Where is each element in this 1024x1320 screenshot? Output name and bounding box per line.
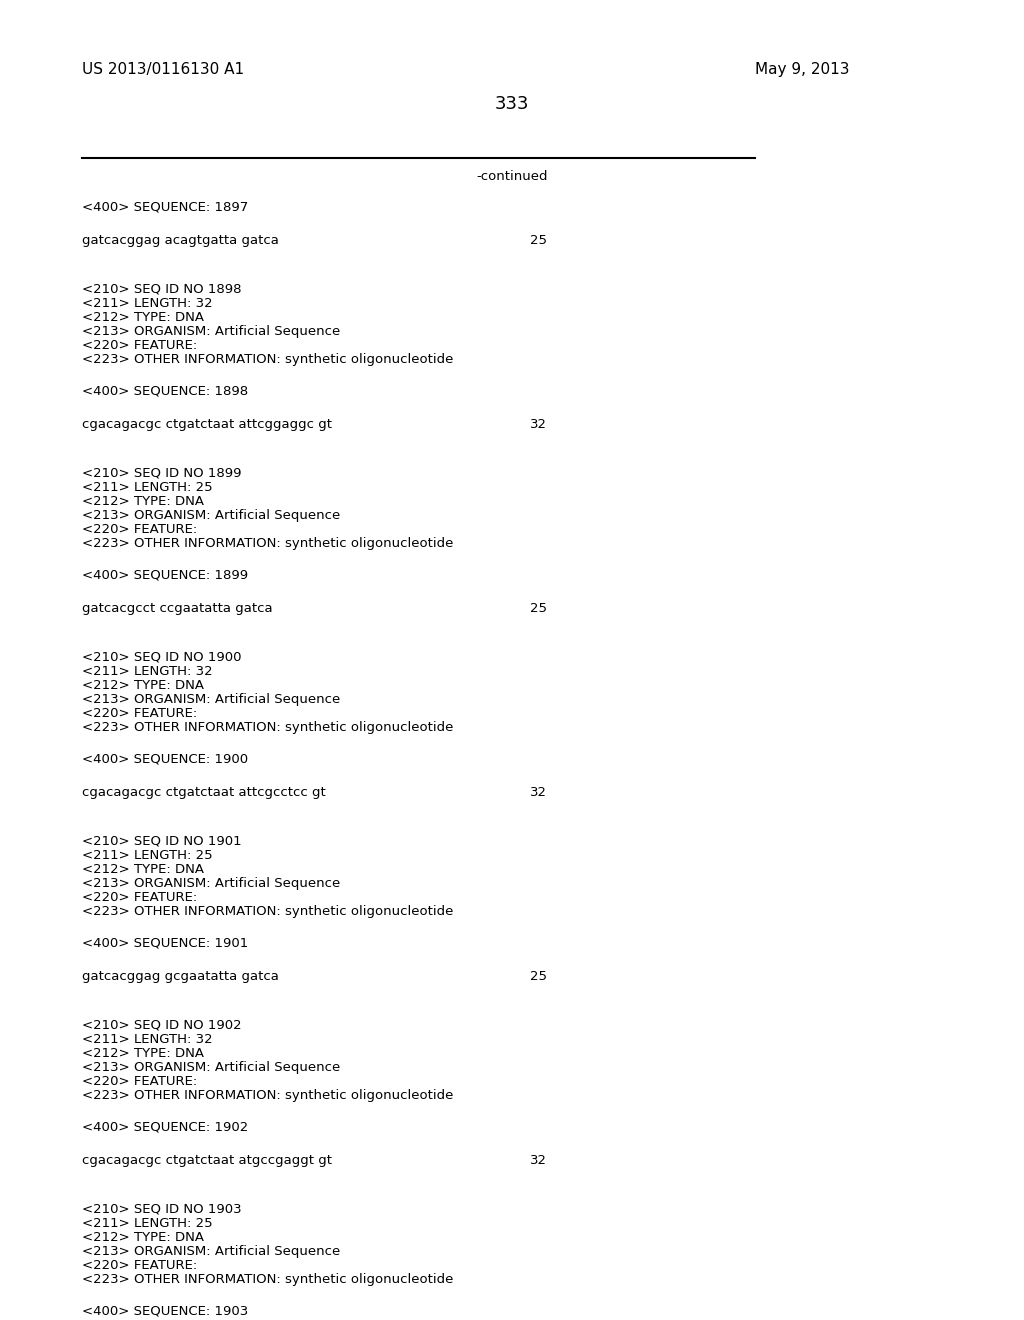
Text: <223> OTHER INFORMATION: synthetic oligonucleotide: <223> OTHER INFORMATION: synthetic oligo… bbox=[82, 1089, 454, 1102]
Text: cgacagacgc ctgatctaat atgccgaggt gt: cgacagacgc ctgatctaat atgccgaggt gt bbox=[82, 1154, 332, 1167]
Text: <211> LENGTH: 25: <211> LENGTH: 25 bbox=[82, 480, 213, 494]
Text: <211> LENGTH: 32: <211> LENGTH: 32 bbox=[82, 297, 213, 310]
Text: <220> FEATURE:: <220> FEATURE: bbox=[82, 523, 198, 536]
Text: 333: 333 bbox=[495, 95, 529, 114]
Text: <223> OTHER INFORMATION: synthetic oligonucleotide: <223> OTHER INFORMATION: synthetic oligo… bbox=[82, 721, 454, 734]
Text: <223> OTHER INFORMATION: synthetic oligonucleotide: <223> OTHER INFORMATION: synthetic oligo… bbox=[82, 352, 454, 366]
Text: <212> TYPE: DNA: <212> TYPE: DNA bbox=[82, 863, 204, 876]
Text: <400> SEQUENCE: 1897: <400> SEQUENCE: 1897 bbox=[82, 201, 248, 213]
Text: <210> SEQ ID NO 1898: <210> SEQ ID NO 1898 bbox=[82, 282, 242, 296]
Text: <220> FEATURE:: <220> FEATURE: bbox=[82, 339, 198, 352]
Text: <223> OTHER INFORMATION: synthetic oligonucleotide: <223> OTHER INFORMATION: synthetic oligo… bbox=[82, 537, 454, 550]
Text: <400> SEQUENCE: 1903: <400> SEQUENCE: 1903 bbox=[82, 1304, 248, 1317]
Text: <220> FEATURE:: <220> FEATURE: bbox=[82, 891, 198, 904]
Text: <212> TYPE: DNA: <212> TYPE: DNA bbox=[82, 495, 204, 508]
Text: <210> SEQ ID NO 1902: <210> SEQ ID NO 1902 bbox=[82, 1019, 242, 1032]
Text: <220> FEATURE:: <220> FEATURE: bbox=[82, 1074, 198, 1088]
Text: <400> SEQUENCE: 1898: <400> SEQUENCE: 1898 bbox=[82, 384, 248, 397]
Text: <211> LENGTH: 25: <211> LENGTH: 25 bbox=[82, 849, 213, 862]
Text: <220> FEATURE:: <220> FEATURE: bbox=[82, 1259, 198, 1272]
Text: <213> ORGANISM: Artificial Sequence: <213> ORGANISM: Artificial Sequence bbox=[82, 1245, 340, 1258]
Text: <210> SEQ ID NO 1903: <210> SEQ ID NO 1903 bbox=[82, 1203, 242, 1216]
Text: <220> FEATURE:: <220> FEATURE: bbox=[82, 708, 198, 719]
Text: 32: 32 bbox=[530, 418, 547, 432]
Text: <400> SEQUENCE: 1899: <400> SEQUENCE: 1899 bbox=[82, 568, 248, 581]
Text: <210> SEQ ID NO 1899: <210> SEQ ID NO 1899 bbox=[82, 467, 242, 480]
Text: cgacagacgc ctgatctaat attcggaggc gt: cgacagacgc ctgatctaat attcggaggc gt bbox=[82, 418, 332, 432]
Text: May 9, 2013: May 9, 2013 bbox=[755, 62, 850, 77]
Text: 25: 25 bbox=[530, 234, 547, 247]
Text: gatcacgcct ccgaatatta gatca: gatcacgcct ccgaatatta gatca bbox=[82, 602, 272, 615]
Text: 32: 32 bbox=[530, 785, 547, 799]
Text: <223> OTHER INFORMATION: synthetic oligonucleotide: <223> OTHER INFORMATION: synthetic oligo… bbox=[82, 1272, 454, 1286]
Text: <212> TYPE: DNA: <212> TYPE: DNA bbox=[82, 312, 204, 323]
Text: <211> LENGTH: 32: <211> LENGTH: 32 bbox=[82, 1034, 213, 1045]
Text: <213> ORGANISM: Artificial Sequence: <213> ORGANISM: Artificial Sequence bbox=[82, 693, 340, 706]
Text: <400> SEQUENCE: 1902: <400> SEQUENCE: 1902 bbox=[82, 1119, 248, 1133]
Text: <400> SEQUENCE: 1901: <400> SEQUENCE: 1901 bbox=[82, 936, 248, 949]
Text: 32: 32 bbox=[530, 1154, 547, 1167]
Text: <212> TYPE: DNA: <212> TYPE: DNA bbox=[82, 1047, 204, 1060]
Text: US 2013/0116130 A1: US 2013/0116130 A1 bbox=[82, 62, 244, 77]
Text: <211> LENGTH: 32: <211> LENGTH: 32 bbox=[82, 665, 213, 678]
Text: <212> TYPE: DNA: <212> TYPE: DNA bbox=[82, 678, 204, 692]
Text: gatcacggag gcgaatatta gatca: gatcacggag gcgaatatta gatca bbox=[82, 970, 279, 983]
Text: 25: 25 bbox=[530, 602, 547, 615]
Text: <210> SEQ ID NO 1901: <210> SEQ ID NO 1901 bbox=[82, 836, 242, 847]
Text: <213> ORGANISM: Artificial Sequence: <213> ORGANISM: Artificial Sequence bbox=[82, 510, 340, 521]
Text: <213> ORGANISM: Artificial Sequence: <213> ORGANISM: Artificial Sequence bbox=[82, 876, 340, 890]
Text: gatcacggag acagtgatta gatca: gatcacggag acagtgatta gatca bbox=[82, 234, 279, 247]
Text: <211> LENGTH: 25: <211> LENGTH: 25 bbox=[82, 1217, 213, 1230]
Text: <223> OTHER INFORMATION: synthetic oligonucleotide: <223> OTHER INFORMATION: synthetic oligo… bbox=[82, 906, 454, 917]
Text: <212> TYPE: DNA: <212> TYPE: DNA bbox=[82, 1232, 204, 1243]
Text: <400> SEQUENCE: 1900: <400> SEQUENCE: 1900 bbox=[82, 752, 248, 766]
Text: 25: 25 bbox=[530, 970, 547, 983]
Text: <213> ORGANISM: Artificial Sequence: <213> ORGANISM: Artificial Sequence bbox=[82, 325, 340, 338]
Text: -continued: -continued bbox=[476, 170, 548, 183]
Text: <213> ORGANISM: Artificial Sequence: <213> ORGANISM: Artificial Sequence bbox=[82, 1061, 340, 1074]
Text: <210> SEQ ID NO 1900: <210> SEQ ID NO 1900 bbox=[82, 651, 242, 664]
Text: cgacagacgc ctgatctaat attcgcctcc gt: cgacagacgc ctgatctaat attcgcctcc gt bbox=[82, 785, 326, 799]
